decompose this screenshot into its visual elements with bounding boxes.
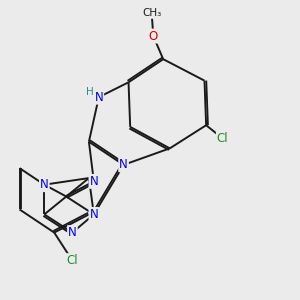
Text: O: O: [149, 30, 158, 43]
Text: N: N: [119, 158, 128, 171]
Text: H: H: [86, 87, 94, 97]
Text: N: N: [94, 91, 103, 104]
Text: N: N: [68, 226, 77, 239]
Text: N: N: [89, 175, 98, 188]
Text: N: N: [40, 178, 49, 191]
Text: Cl: Cl: [217, 132, 229, 145]
Text: CH₃: CH₃: [142, 8, 161, 18]
Text: N: N: [89, 208, 98, 221]
Text: Cl: Cl: [67, 254, 78, 267]
